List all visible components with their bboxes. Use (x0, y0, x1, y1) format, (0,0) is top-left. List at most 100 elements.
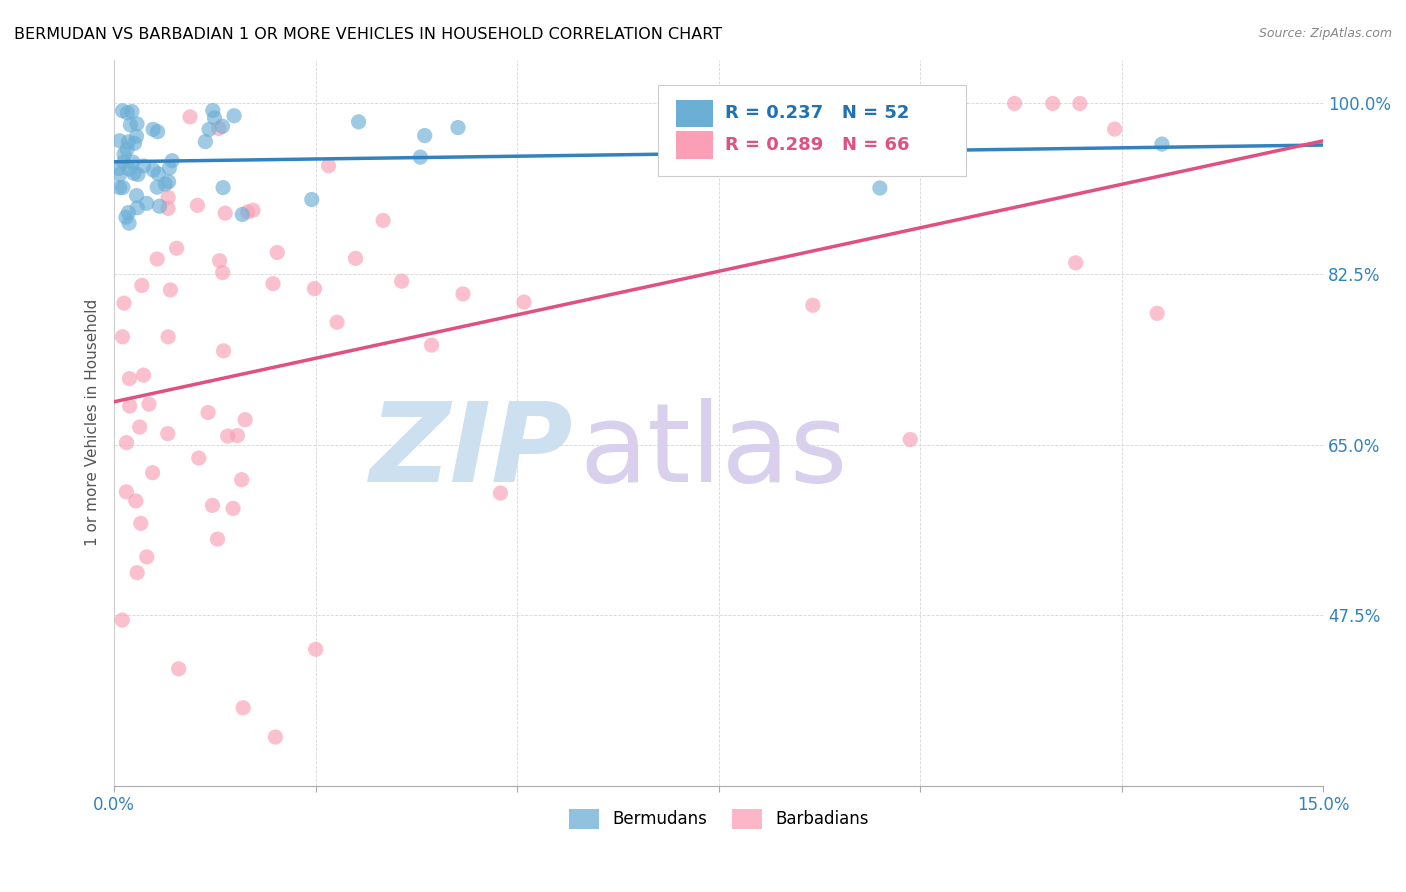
Point (118, 216, 141, 230)
Point (236, 205, 259, 219)
Point (128, 420, 150, 434)
Point (112, 155, 135, 169)
Point (318, 159, 340, 173)
Point (157, 175, 180, 189)
Point (1064, 256, 1087, 270)
Point (146, 180, 169, 194)
Point (304, 282, 326, 296)
Point (167, 662, 190, 676)
Point (1146, 306, 1168, 320)
Point (127, 566, 149, 580)
Point (371, 213, 394, 227)
Point (409, 150, 432, 164)
Point (108, 180, 131, 194)
Point (262, 277, 284, 291)
Point (121, 104, 143, 119)
Point (1104, 122, 1126, 136)
Point (157, 202, 180, 216)
Point (801, 298, 824, 312)
Point (129, 516, 152, 531)
Point (142, 163, 165, 178)
Point (489, 486, 512, 500)
Point (135, 549, 157, 564)
Point (111, 330, 134, 344)
Point (226, 428, 249, 442)
Point (146, 167, 169, 181)
Text: R = 0.289   N = 66: R = 0.289 N = 66 (724, 136, 910, 154)
Point (115, 142, 138, 156)
Point (115, 484, 138, 499)
Point (217, 429, 239, 443)
Point (222, 501, 245, 516)
Point (132, 159, 155, 173)
Point (115, 211, 138, 225)
Point (1042, 96, 1064, 111)
Point (451, 286, 474, 301)
Point (108, 134, 131, 148)
Point (869, 181, 891, 195)
Point (117, 135, 139, 149)
Point (118, 162, 141, 177)
Point (142, 122, 165, 136)
Point (201, 103, 224, 118)
Point (138, 397, 160, 411)
Point (201, 499, 224, 513)
Point (301, 193, 323, 207)
Point (214, 206, 236, 220)
Point (157, 190, 180, 204)
Point (155, 177, 177, 191)
Point (157, 330, 180, 344)
Point (156, 426, 179, 441)
Point (207, 532, 229, 546)
FancyBboxPatch shape (676, 100, 713, 128)
Point (146, 252, 169, 266)
Point (157, 161, 180, 175)
Point (194, 135, 217, 149)
Point (115, 435, 138, 450)
Point (347, 115, 370, 129)
Point (232, 701, 254, 715)
Point (108, 167, 131, 181)
Point (146, 125, 169, 139)
Point (391, 274, 413, 288)
Text: atlas: atlas (579, 398, 848, 505)
Text: Source: ZipAtlas.com: Source: ZipAtlas.com (1258, 27, 1392, 40)
Legend: Bermudans, Barbadians: Bermudans, Barbadians (562, 802, 876, 836)
Text: BERMUDAN VS BARBADIAN 1 OR MORE VEHICLES IN HOUSEHOLD CORRELATION CHART: BERMUDAN VS BARBADIAN 1 OR MORE VEHICLES… (14, 27, 723, 42)
Point (231, 207, 253, 221)
Y-axis label: 1 or more Vehicles in Household: 1 or more Vehicles in Household (86, 299, 100, 546)
Text: ZIP: ZIP (370, 398, 574, 505)
Point (212, 343, 235, 358)
Point (197, 405, 219, 419)
Point (111, 103, 134, 118)
Point (166, 241, 188, 255)
Point (208, 253, 231, 268)
Point (208, 121, 231, 136)
Point (125, 494, 148, 508)
Point (242, 203, 264, 218)
Point (107, 161, 129, 176)
Point (266, 245, 288, 260)
Point (117, 106, 139, 120)
Point (662, 152, 685, 166)
Point (1069, 96, 1091, 111)
Point (187, 451, 209, 466)
Point (124, 136, 146, 151)
Point (420, 338, 443, 352)
Point (326, 315, 349, 329)
Point (344, 252, 367, 266)
Point (1004, 96, 1026, 111)
Point (125, 129, 148, 144)
Point (118, 399, 141, 413)
Point (135, 196, 157, 211)
FancyBboxPatch shape (676, 131, 713, 159)
Point (264, 730, 287, 744)
Point (132, 368, 155, 383)
Point (231, 473, 253, 487)
Point (513, 295, 536, 310)
Point (111, 180, 134, 194)
Point (179, 110, 201, 124)
Point (127, 201, 149, 215)
Point (112, 147, 135, 161)
Point (222, 109, 245, 123)
